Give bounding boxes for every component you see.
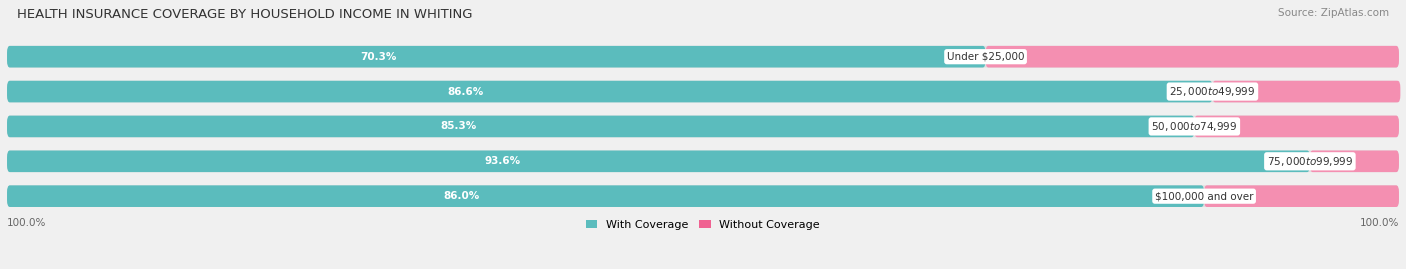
FancyBboxPatch shape — [7, 81, 1399, 102]
FancyBboxPatch shape — [7, 46, 986, 68]
Text: $100,000 and over: $100,000 and over — [1154, 191, 1253, 201]
FancyBboxPatch shape — [7, 116, 1399, 137]
Legend: With Coverage, Without Coverage: With Coverage, Without Coverage — [586, 220, 820, 230]
Text: HEALTH INSURANCE COVERAGE BY HOUSEHOLD INCOME IN WHITING: HEALTH INSURANCE COVERAGE BY HOUSEHOLD I… — [17, 8, 472, 21]
Text: 86.0%: 86.0% — [444, 191, 479, 201]
FancyBboxPatch shape — [1194, 116, 1399, 137]
Text: 85.3%: 85.3% — [440, 121, 477, 132]
FancyBboxPatch shape — [7, 81, 1212, 102]
Text: $25,000 to $49,999: $25,000 to $49,999 — [1170, 85, 1256, 98]
FancyBboxPatch shape — [7, 150, 1399, 172]
FancyBboxPatch shape — [1310, 150, 1399, 172]
Text: 100.0%: 100.0% — [1360, 218, 1399, 228]
FancyBboxPatch shape — [1204, 185, 1399, 207]
FancyBboxPatch shape — [986, 46, 1399, 68]
Text: 100.0%: 100.0% — [7, 218, 46, 228]
FancyBboxPatch shape — [7, 185, 1399, 207]
FancyBboxPatch shape — [7, 46, 1399, 68]
Text: 86.6%: 86.6% — [447, 87, 484, 97]
FancyBboxPatch shape — [7, 150, 1310, 172]
FancyBboxPatch shape — [7, 185, 1204, 207]
FancyBboxPatch shape — [1212, 81, 1400, 102]
Text: $50,000 to $74,999: $50,000 to $74,999 — [1152, 120, 1237, 133]
Text: Under $25,000: Under $25,000 — [946, 52, 1025, 62]
Text: $75,000 to $99,999: $75,000 to $99,999 — [1267, 155, 1353, 168]
Text: Source: ZipAtlas.com: Source: ZipAtlas.com — [1278, 8, 1389, 18]
Text: 70.3%: 70.3% — [361, 52, 396, 62]
FancyBboxPatch shape — [7, 116, 1194, 137]
Text: 93.6%: 93.6% — [484, 156, 520, 166]
